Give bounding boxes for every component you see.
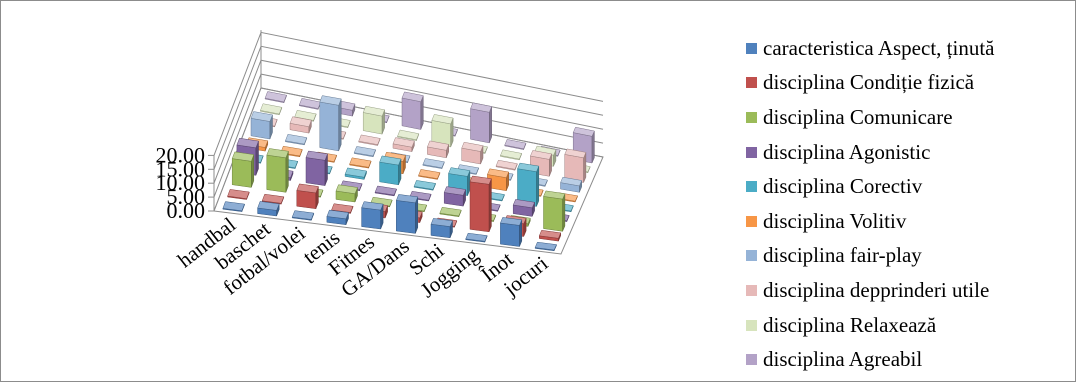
bar [266, 148, 289, 193]
legend-item: caracteristica Aspect, ținută [746, 31, 994, 66]
legend-swatch [746, 354, 757, 366]
bar [361, 201, 384, 230]
legend-label: disciplina Corectiv [763, 174, 923, 199]
legend-swatch [746, 250, 757, 262]
bar [264, 91, 287, 104]
bar [427, 140, 450, 159]
bar [291, 210, 315, 221]
legend-label: caracteristica Aspect, ținută [763, 35, 995, 60]
bar [465, 232, 488, 243]
chart-legend: caracteristica Aspect, ținută disciplina … [746, 31, 994, 377]
legend-item: disciplina Agonistic [746, 135, 994, 170]
bar [289, 116, 312, 134]
bar [461, 141, 484, 165]
bar [250, 111, 273, 140]
bar [517, 162, 540, 207]
y-tick-label: 5.00 [167, 184, 206, 209]
bar [261, 193, 285, 205]
bar [257, 201, 280, 217]
bar [285, 134, 308, 146]
bar [227, 189, 250, 200]
legend-label: disciplina depprinderi utile [763, 277, 990, 302]
legend-label: disciplina Volitiv [763, 208, 907, 233]
bar [326, 209, 349, 225]
legend-item: disciplina Relaxează [746, 308, 994, 343]
legend-swatch [746, 284, 757, 296]
legend-swatch [746, 42, 757, 54]
legend-swatch [746, 111, 757, 123]
legend-label: disciplina Agonistic [763, 139, 931, 164]
legend-swatch [746, 77, 757, 89]
legend-swatch [746, 146, 757, 158]
bar [495, 159, 518, 171]
legend-item: disciplina Condiție fizică [746, 66, 994, 101]
bar [374, 185, 397, 197]
bar [298, 98, 322, 110]
gridline [213, 45, 604, 170]
legend-label: disciplina Agreabil [763, 347, 923, 372]
bar [512, 199, 535, 217]
legend-item: disciplina fair-play [746, 239, 994, 274]
legend-label: disciplina Comunicare [763, 104, 953, 129]
bar [222, 201, 245, 212]
bar [469, 175, 492, 233]
bar [296, 183, 319, 209]
bar [418, 169, 441, 180]
bar [538, 230, 562, 242]
bar [305, 150, 328, 186]
bar [534, 241, 557, 252]
y-tick-label: 15.00 [156, 156, 206, 181]
bar [422, 158, 445, 169]
bar [500, 149, 522, 161]
legend-swatch [746, 319, 757, 331]
bar [470, 102, 493, 144]
bar [430, 218, 453, 239]
legend-item: disciplina Agreabil [746, 342, 994, 377]
bar [260, 103, 283, 116]
bar [564, 148, 587, 183]
bar [543, 190, 566, 232]
bar [395, 194, 419, 234]
gridline [213, 31, 604, 156]
bar [443, 186, 466, 207]
bar [353, 146, 376, 158]
y-tick-label: 10.00 [156, 170, 206, 195]
legend-item: disciplina Comunicare [746, 100, 994, 135]
bar [431, 114, 454, 148]
bar [379, 155, 402, 186]
bar [344, 167, 367, 180]
bar [392, 137, 415, 152]
bar [401, 91, 424, 130]
legend-item: disciplina Volitiv [746, 204, 994, 239]
bar [335, 184, 358, 203]
bar [358, 134, 381, 146]
y-tick-label: 0.00 [167, 198, 206, 223]
bar [362, 105, 385, 135]
bar [504, 139, 527, 150]
bar [231, 151, 255, 188]
legend-item: disciplina depprinderi utile [746, 273, 994, 308]
legend-label: disciplina Condiție fizică [763, 70, 975, 95]
bar [413, 180, 436, 191]
bar [500, 217, 523, 247]
bar [349, 157, 372, 169]
legend-item: disciplina Corectiv [746, 169, 994, 204]
y-tick-label: 20.00 [156, 142, 206, 167]
legend-label: disciplina Relaxează [763, 312, 937, 337]
bar [319, 95, 342, 152]
legend-label: disciplina fair-play [763, 243, 922, 268]
bar [560, 176, 583, 193]
bar [439, 207, 462, 217]
legend-swatch [746, 215, 757, 227]
legend-swatch [746, 181, 757, 193]
bar [397, 129, 420, 141]
